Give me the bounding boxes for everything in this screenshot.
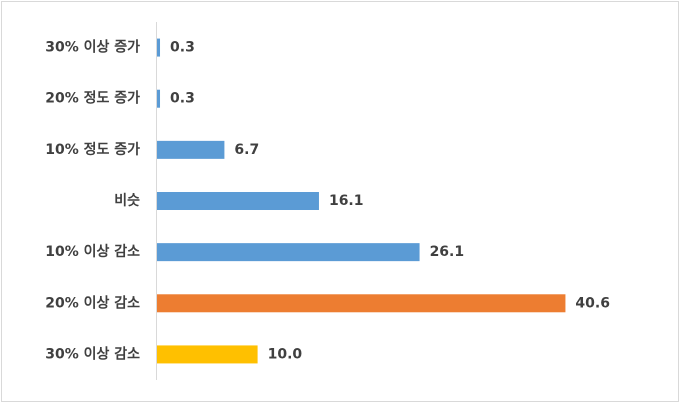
- y-tick-label: 30% 이상 감소: [45, 345, 140, 362]
- bar: [157, 345, 258, 364]
- y-tick-label: 20% 정도 증가: [45, 90, 140, 107]
- y-tick-label: 10% 이상 감소: [45, 243, 140, 260]
- data-label: 6.7: [234, 142, 259, 158]
- data-label: 0.3: [170, 91, 195, 107]
- bar: [157, 38, 161, 57]
- data-label: 40.6: [575, 295, 610, 311]
- y-tick-label: 10% 정도 증가: [45, 141, 140, 158]
- y-tick-label: 20% 이상 감소: [45, 294, 140, 311]
- y-tick-label: 비슷: [114, 193, 140, 209]
- data-label: 26.1: [430, 244, 465, 260]
- bar: [157, 140, 225, 159]
- bar: [157, 294, 566, 313]
- data-label: 16.1: [329, 193, 364, 209]
- bar: [157, 192, 319, 210]
- bar: [157, 89, 161, 108]
- y-tick-label: 30% 이상 증가: [45, 39, 140, 56]
- data-label: 0.3: [170, 40, 195, 56]
- bar: [157, 243, 420, 262]
- data-label: 10.0: [268, 346, 303, 362]
